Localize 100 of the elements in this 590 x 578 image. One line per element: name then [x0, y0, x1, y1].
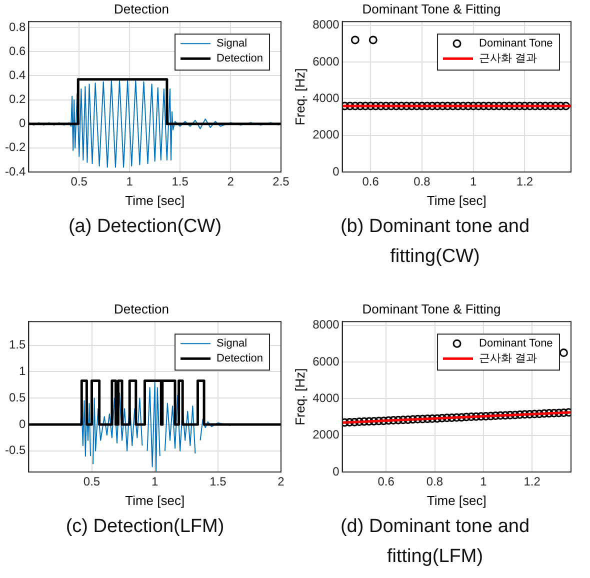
point [476, 412, 486, 421]
x-tick-label: 0.5 [83, 474, 100, 489]
x-tick-label: 1 [480, 474, 488, 489]
point [370, 416, 378, 426]
text: (b) Dominant tone and fitting(CW) [339, 215, 531, 269]
y-tick-label: 0 [332, 164, 340, 178]
y-tick-label: 0 [332, 464, 340, 478]
chart-title: Dominant Tone & Fitting [362, 301, 501, 316]
y-tick-label: 0.4 [8, 68, 26, 82]
point [559, 408, 568, 418]
legend-label: Dominant Tone [479, 338, 553, 350]
y-tick-label: 0.2 [8, 92, 26, 106]
point [466, 412, 476, 422]
y-tick-label: 8000 [312, 18, 340, 32]
text: (d) Dominant tone and fitting(LFM) [339, 515, 531, 569]
point [408, 415, 418, 424]
x-tick-label: 2 [278, 474, 285, 489]
y-tick-label: 1.5 [8, 338, 26, 352]
x-axis-title: Time [sec] [426, 492, 486, 508]
point [540, 409, 548, 418]
x-axis-title: Time [sec] [125, 492, 185, 508]
y-tick-label: -0.2 [4, 140, 26, 154]
legend-label: Detection [216, 352, 264, 365]
y-tick-label: 4000 [312, 390, 340, 405]
point [525, 410, 534, 418]
x-tick-label: 0.6 [362, 174, 380, 189]
point [472, 412, 480, 421]
legend-label: Dominant Tone [479, 38, 553, 50]
point [535, 410, 544, 418]
y-tick-label: -0.4 [4, 164, 26, 178]
point [355, 417, 364, 426]
point [364, 417, 374, 426]
point [432, 414, 442, 423]
y-tick-label: 6000 [312, 354, 340, 368]
point [350, 418, 359, 426]
point [520, 410, 530, 419]
text: (c) Detection(LFM) [64, 515, 226, 539]
x-tick-label: 1.5 [210, 474, 227, 489]
y-tick-label: 1 [18, 364, 26, 378]
point [404, 415, 412, 424]
point [442, 414, 452, 422]
legend-label: 근사화 결과 [479, 352, 538, 365]
y-tick-label: 2000 [312, 428, 340, 442]
x-tick-label: 0.5 [70, 174, 88, 189]
point [452, 413, 461, 422]
point [554, 408, 564, 418]
point [389, 416, 398, 425]
x-tick-label: 0.8 [414, 174, 431, 189]
point [462, 412, 471, 422]
point [418, 414, 427, 424]
point [559, 348, 568, 358]
point [491, 411, 500, 420]
point [428, 414, 437, 423]
y-tick-label: 0.5 [8, 390, 26, 404]
legend-label: Signal [216, 338, 248, 350]
x-tick-label: 0.6 [378, 474, 395, 489]
point [544, 409, 554, 418]
point [486, 412, 495, 420]
chart-title: Dominant Tone & Fitting [362, 1, 501, 16]
y-tick-label: 4000 [312, 90, 340, 105]
y-tick-label: 0 [18, 116, 26, 130]
y-tick-label: -0.5 [4, 443, 26, 458]
y-tick-label: 0.8 [8, 20, 26, 34]
x-tick-label: 2 [227, 174, 234, 189]
text: (a) Detection(CW) [67, 215, 223, 239]
point [374, 416, 384, 426]
x-tick-label: 1.2 [524, 474, 541, 489]
x-axis-title: Time [sec] [426, 192, 486, 208]
y-tick-label: 6000 [312, 54, 340, 68]
point [496, 411, 505, 420]
point [394, 416, 403, 424]
legend-label: 근사화 결과 [479, 52, 538, 65]
y-axis-title: Freq. [Hz] [292, 68, 308, 126]
point [501, 411, 510, 420]
point [482, 412, 490, 420]
point [550, 408, 558, 418]
point [384, 416, 393, 425]
x-tick-label: 2.5 [272, 174, 290, 189]
x-axis-title: Time [sec] [125, 192, 185, 208]
point [510, 410, 520, 420]
chart-title: Detection [114, 301, 169, 316]
x-tick-label: 1.2 [516, 174, 534, 189]
point [423, 414, 432, 424]
legend-label: Signal [216, 38, 248, 50]
point [413, 414, 422, 424]
x-tick-label: 0.8 [426, 474, 444, 489]
x-tick-label: 1 [151, 474, 158, 489]
y-tick-label: 0 [18, 416, 26, 431]
x-tick-label: 1 [126, 174, 134, 189]
point [448, 413, 456, 422]
point [457, 413, 466, 422]
y-axis-title: Freq. [Hz] [292, 368, 308, 426]
legend-label: Detection [216, 52, 264, 65]
point [438, 414, 446, 422]
point [506, 410, 514, 420]
point [345, 418, 354, 427]
point [360, 417, 368, 426]
x-tick-label: 1 [470, 174, 478, 189]
y-tick-label: 2000 [312, 128, 340, 142]
point [379, 416, 388, 426]
